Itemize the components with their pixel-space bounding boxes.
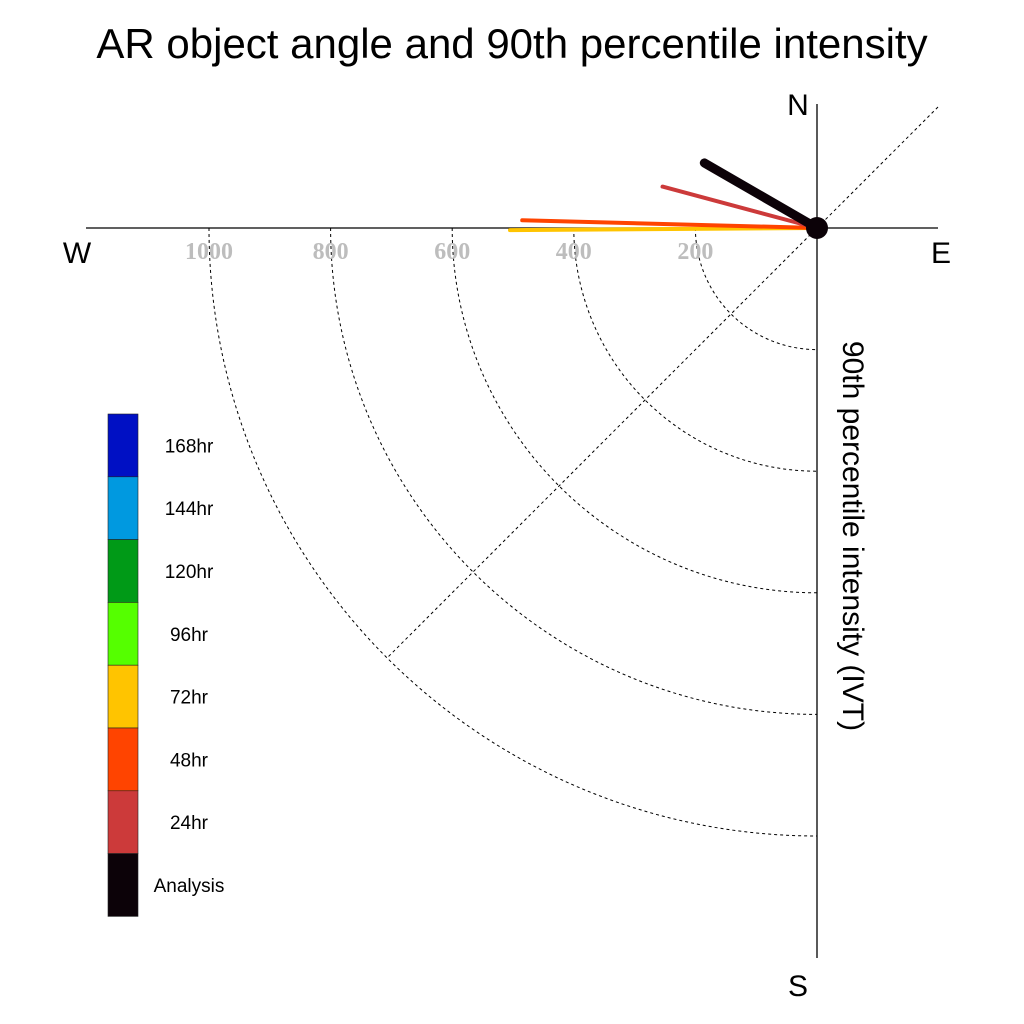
series-line-24hr [660, 184, 819, 230]
series-line-48hr [520, 218, 819, 230]
legend-label-analysis: Analysis [154, 876, 225, 897]
tick-label-200: 200 [677, 239, 713, 265]
origin-marker [806, 217, 828, 239]
series-line-analysis [699, 158, 822, 233]
legend-swatch-120hr [107, 539, 139, 603]
compass-west: W [63, 237, 92, 270]
legend: 168hr 144hr 120hr 96hr 72hr 48hr 24hr Analysis [107, 413, 225, 917]
legend-label-24hr: 24hr [170, 813, 209, 834]
legend-swatch-analysis [107, 853, 139, 917]
series-lines [507, 158, 822, 233]
grid-ring-600 [451, 227, 818, 594]
legend-swatch-24hr [107, 790, 139, 854]
legend-label-96hr: 96hr [170, 625, 209, 646]
compass-east: E [931, 237, 951, 270]
legend-swatch-144hr [107, 476, 139, 540]
polar-grid [208, 106, 939, 837]
grid-ring-200 [694, 227, 818, 351]
tick-label-1000: 1000 [185, 239, 233, 265]
legend-swatch-96hr [107, 602, 139, 666]
legend-label-168hr: 168hr [165, 436, 214, 457]
legend-swatch-168hr [107, 413, 139, 478]
compass-north: N [787, 89, 809, 122]
y-axis-label: 90th percentile intensity (IVT) [836, 341, 869, 731]
legend-swatch-72hr [107, 664, 139, 729]
grid-ring-400 [573, 227, 818, 472]
legend-label-72hr: 72hr [170, 688, 209, 709]
tick-label-600: 600 [434, 239, 470, 265]
chart-title: AR object angle and 90th percentile inte… [96, 20, 927, 67]
grid-ring-1000 [208, 227, 818, 837]
tick-label-800: 800 [313, 239, 349, 265]
grid-ring-800 [330, 227, 818, 715]
tick-label-400: 400 [556, 239, 592, 265]
legend-label-144hr: 144hr [165, 499, 214, 520]
radial-tick-labels: 1000 800 600 400 200 [185, 239, 713, 265]
diagonal-guide [386, 106, 939, 659]
legend-label-120hr: 120hr [165, 562, 214, 583]
legend-label-48hr: 48hr [170, 750, 209, 771]
legend-swatch-48hr [107, 727, 139, 792]
compass-south: S [788, 970, 808, 1003]
